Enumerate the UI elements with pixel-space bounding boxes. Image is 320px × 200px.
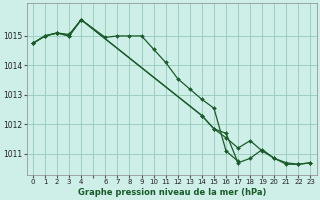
X-axis label: Graphe pression niveau de la mer (hPa): Graphe pression niveau de la mer (hPa) (77, 188, 266, 197)
